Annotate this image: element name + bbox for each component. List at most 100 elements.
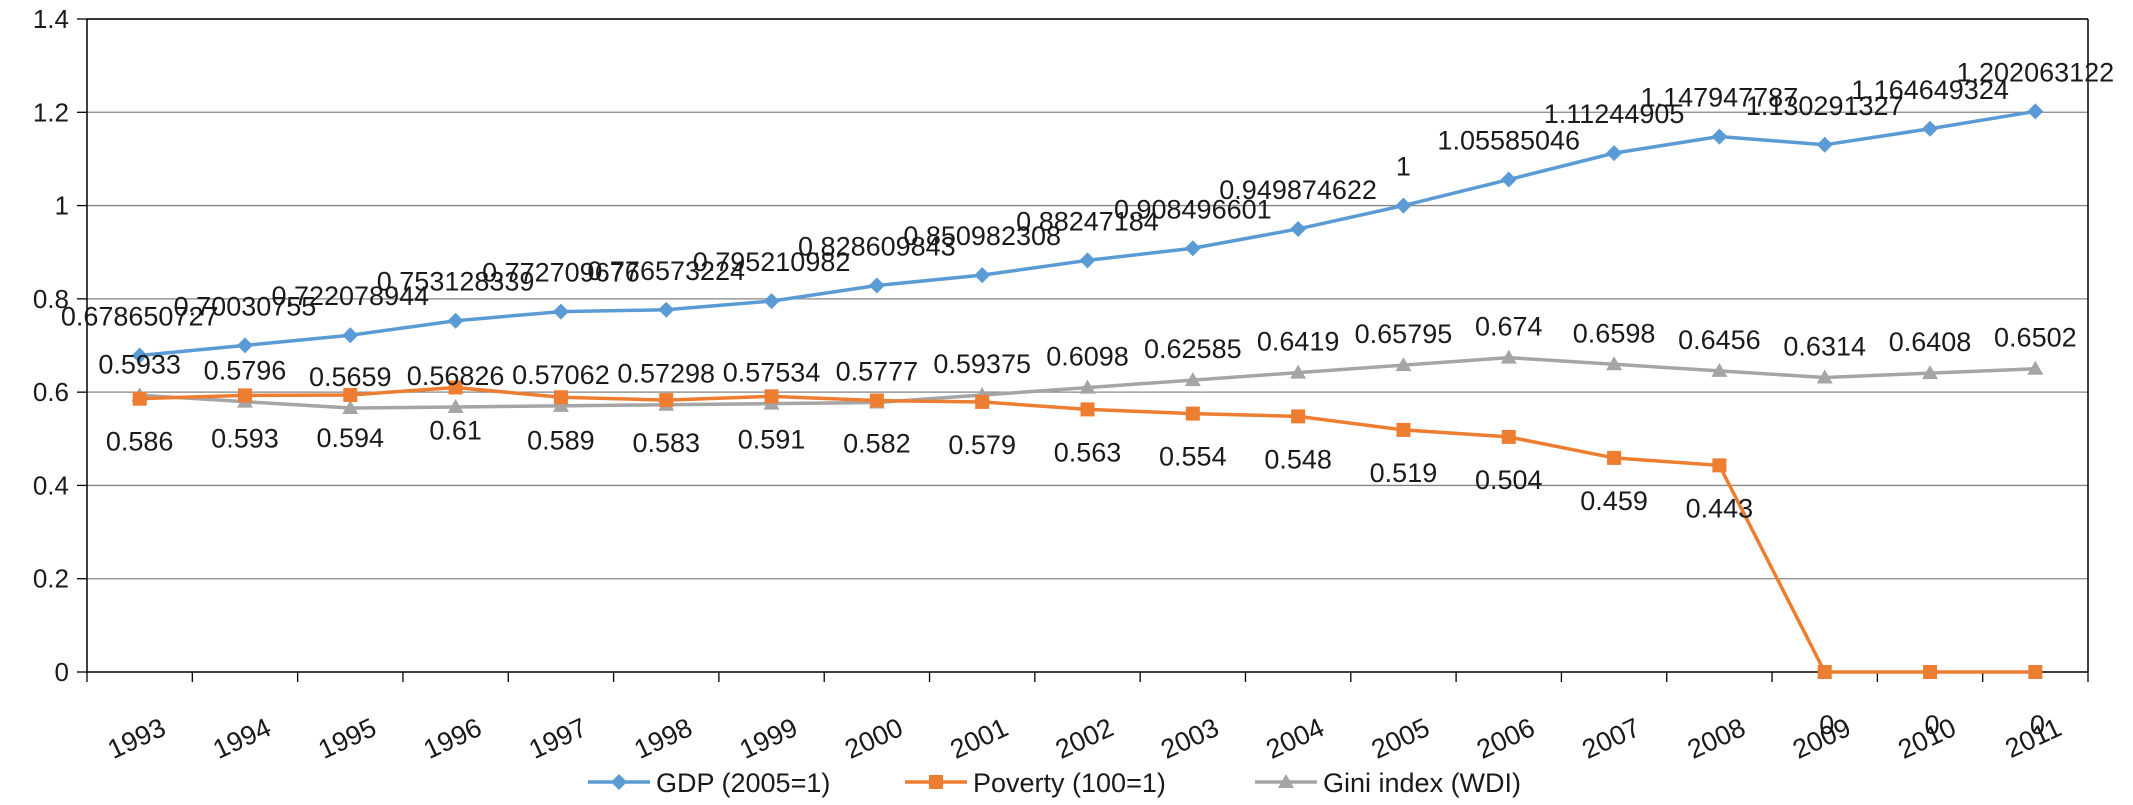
series-lines <box>131 103 2044 679</box>
data-label: 0.61 <box>429 415 482 445</box>
data-label: 0.88247184 <box>1016 206 1159 236</box>
x-tick-label: 2004 <box>1262 712 1329 765</box>
point-marker <box>1712 458 1727 473</box>
point-marker <box>131 347 148 364</box>
y-tick-label: 1.4 <box>33 4 69 34</box>
data-label: 0.908496601 <box>1114 194 1272 224</box>
data-label: 0.6408 <box>1889 327 1972 357</box>
data-label: 0.678650727 <box>61 301 219 331</box>
point-marker <box>447 398 464 413</box>
data-label: 1.164649324 <box>1851 75 2009 105</box>
point-marker <box>1290 364 1307 379</box>
data-label: 0.5796 <box>204 356 287 386</box>
data-label: 0.582 <box>843 429 911 459</box>
point-marker <box>659 393 674 408</box>
point-marker <box>1711 362 1728 377</box>
data-label: 0.586 <box>106 427 174 457</box>
point-marker <box>1500 171 1517 188</box>
point-marker <box>611 774 627 790</box>
legend-label: Gini index (WDI) <box>1323 768 1521 798</box>
legend: GDP (2005=1) Poverty (100=1) Gini index (W… <box>588 768 1521 798</box>
data-label: 0.57298 <box>617 359 715 389</box>
data-label: 0.583 <box>632 428 700 458</box>
data-label: 0.6314 <box>1783 331 1866 361</box>
data-label: 0.443 <box>1686 493 1754 523</box>
series-0 <box>131 103 2044 364</box>
point-marker <box>2028 665 2043 679</box>
point-marker <box>237 388 252 403</box>
data-label: 0.674 <box>1475 312 1543 342</box>
point-marker <box>1185 406 1200 421</box>
point-marker <box>1291 409 1306 424</box>
point-marker <box>1184 240 1201 257</box>
data-label: 0.504 <box>1475 465 1543 495</box>
data-label: 0.65795 <box>1355 319 1453 349</box>
data-label: 0.6098 <box>1046 342 1129 372</box>
data-labels: 0.6786507270.700307550.7220789440.753128… <box>61 57 2114 740</box>
data-label: 0.548 <box>1264 444 1332 474</box>
x-tick-label: 1996 <box>419 712 486 765</box>
point-marker <box>1184 372 1201 387</box>
data-label: 0.722078944 <box>271 281 429 311</box>
point-marker <box>1395 197 1412 214</box>
data-label: 0.591 <box>738 424 806 454</box>
x-tick-label: 2003 <box>1156 712 1223 765</box>
point-marker <box>1817 665 1832 679</box>
data-label: 0.594 <box>317 423 385 453</box>
data-label: 0.5659 <box>309 362 392 392</box>
point-marker <box>1079 252 1096 269</box>
point-marker <box>1080 402 1095 417</box>
point-marker <box>658 301 675 318</box>
point-marker <box>2027 360 2044 375</box>
legend-label: GDP (2005=1) <box>656 768 830 798</box>
data-label: 0.579 <box>948 430 1016 460</box>
point-marker <box>448 380 463 395</box>
data-label: 0.772709676 <box>482 258 640 288</box>
data-label: 0.563 <box>1054 437 1122 467</box>
data-label: 0.57062 <box>512 360 610 390</box>
data-label: 0 <box>2030 710 2045 740</box>
point-marker <box>1290 220 1307 237</box>
data-label: 0.589 <box>527 425 595 455</box>
data-label: 0.519 <box>1370 458 1438 488</box>
y-tick-label: 1.2 <box>33 97 69 127</box>
axes: 0 0.2 0.4 0.6 0.8 1 1.2 1.4 1993 1994 1995 1996 1997… <box>33 4 2089 765</box>
point-marker <box>1816 369 1833 384</box>
point-marker <box>1396 422 1411 437</box>
x-tick-label: 1994 <box>208 712 275 765</box>
data-label: 0.6419 <box>1257 327 1340 357</box>
legend-item: Poverty (100=1) <box>905 768 1166 798</box>
x-tick-label: 2007 <box>1577 712 1644 765</box>
point-marker <box>929 775 943 789</box>
data-label: 0.6502 <box>1994 323 2077 353</box>
point-marker <box>1607 450 1622 465</box>
point-marker <box>1395 357 1412 372</box>
x-tick-label: 1998 <box>630 712 697 765</box>
data-label: 1.05585046 <box>1437 126 1580 156</box>
x-tick-label: 2001 <box>946 712 1013 765</box>
data-label: 0.554 <box>1159 442 1227 472</box>
legend-item: Gini index (WDI) <box>1255 768 1521 798</box>
data-label: 0.62585 <box>1144 334 1242 364</box>
y-tick-label: 0.6 <box>33 377 69 407</box>
data-label: 0.776573224 <box>587 256 745 286</box>
x-tick-label: 1995 <box>314 712 381 765</box>
point-marker <box>1079 379 1096 394</box>
data-label: 0.795210982 <box>693 247 851 277</box>
point-marker <box>869 393 884 408</box>
data-label: 0.593 <box>211 423 279 453</box>
point-marker <box>552 303 569 320</box>
data-label: 0.753128339 <box>377 267 535 297</box>
point-marker <box>975 394 990 409</box>
point-marker <box>1278 774 1294 788</box>
data-label: 1 <box>1396 152 1411 182</box>
point-marker <box>868 277 885 294</box>
point-marker <box>552 397 569 412</box>
point-marker <box>1923 665 1938 679</box>
y-tick-label: 1 <box>55 191 69 221</box>
point-marker <box>1501 429 1516 444</box>
data-label: 1.202063122 <box>1957 57 2115 87</box>
y-tick-label: 0.2 <box>33 564 69 594</box>
point-marker <box>447 312 464 329</box>
y-tick-label: 0.8 <box>33 284 69 314</box>
